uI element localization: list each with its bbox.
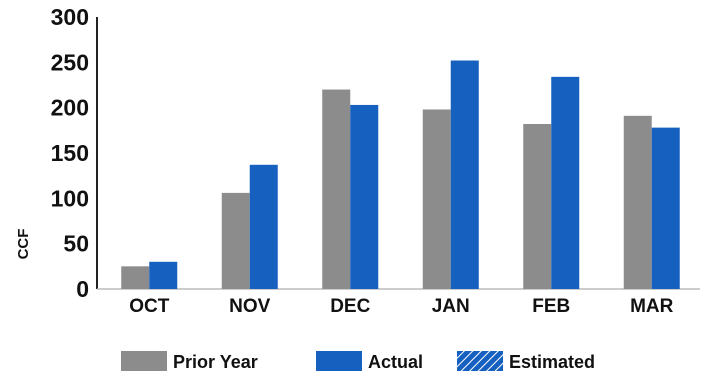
legend: Prior Year Actual Estimated	[121, 351, 595, 372]
bar-actual-nov	[249, 164, 278, 289]
bars	[121, 60, 680, 290]
y-tick-label: 200	[51, 95, 89, 121]
y-tick-label: 100	[51, 185, 89, 211]
y-tick-label: 50	[63, 231, 89, 257]
bar-prior-year-jan	[422, 109, 451, 289]
bar-prior-year-mar	[623, 115, 652, 290]
x-tick-label: MAR	[630, 296, 674, 317]
x-tick-label: DEC	[330, 296, 370, 317]
legend-label-estimated: Estimated	[509, 352, 595, 372]
legend-swatch-actual	[316, 351, 362, 371]
y-tick-label: 250	[51, 49, 89, 75]
legend-label-prior-year: Prior Year	[173, 352, 258, 372]
bar-prior-year-feb	[523, 123, 552, 289]
legend-label-actual: Actual	[368, 352, 423, 372]
bar-prior-year-nov	[221, 192, 250, 289]
bar-actual-oct	[149, 261, 178, 289]
legend-swatch-estimated	[457, 351, 503, 371]
y-tick-labels: 0 50 100 150 200 250 300	[51, 4, 89, 302]
bar-actual-dec	[350, 104, 379, 290]
x-tick-label: FEB	[532, 296, 570, 317]
bar-actual-jan	[450, 60, 479, 289]
bar-actual-feb	[551, 76, 580, 289]
y-axis-label: CCF	[15, 229, 32, 260]
y-tick-label: 300	[51, 4, 89, 30]
x-tick-label: JAN	[432, 296, 470, 317]
bar-prior-year-oct	[121, 266, 150, 289]
x-tick-label: NOV	[229, 296, 271, 317]
bar-prior-year-dec	[322, 89, 351, 290]
x-tick-labels: OCT NOV DEC JAN FEB MAR	[129, 296, 673, 317]
x-tick-label: OCT	[129, 296, 170, 317]
y-tick-label: 0	[76, 276, 89, 302]
y-tick-label: 150	[51, 140, 89, 166]
bar-actual-mar	[651, 127, 680, 289]
legend-swatch-prior-year	[121, 351, 167, 371]
